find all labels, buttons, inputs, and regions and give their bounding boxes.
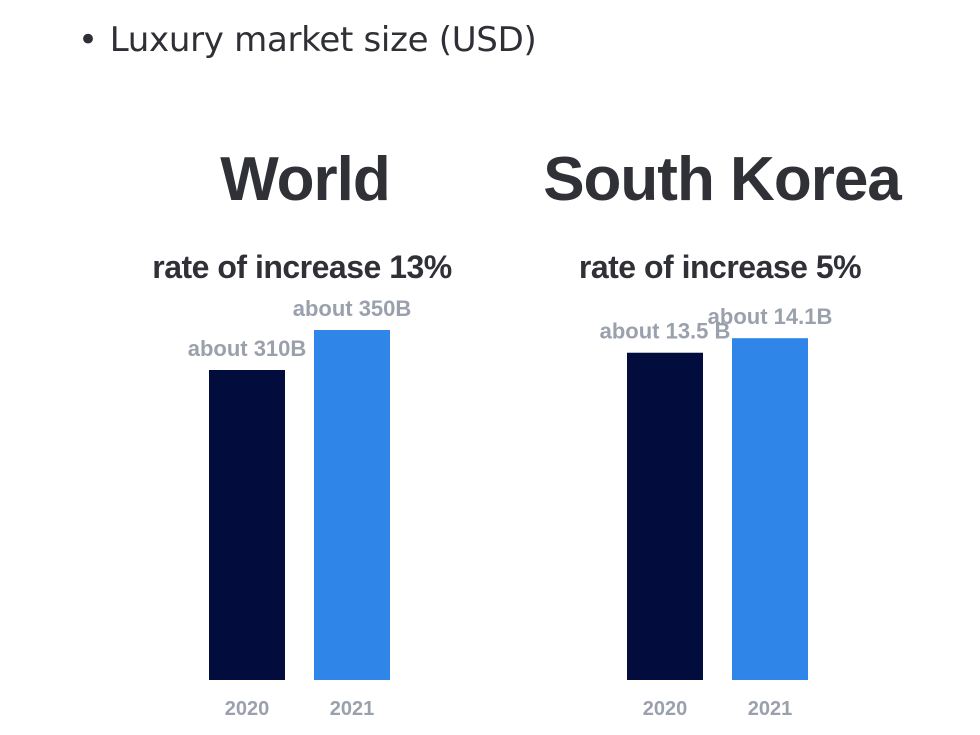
bar-2021	[314, 330, 390, 680]
chart-panel-world: World rate of increase 13% about 310B 2020 a…	[152, 145, 452, 720]
heading-text: Luxury market size (USD)	[109, 20, 537, 60]
bullet-icon: •	[78, 20, 98, 60]
chart-subtitle: rate of increase 5%	[579, 249, 861, 285]
bar-2020	[209, 370, 285, 680]
bar-2021	[732, 338, 808, 680]
bar-2020	[627, 352, 703, 680]
data-label-2021: about 14.1B	[708, 304, 833, 329]
data-label-2020: about 310B	[188, 336, 307, 361]
data-label-2021: about 350B	[293, 296, 412, 321]
x-tick-label-2020: 2020	[643, 698, 688, 720]
x-tick-label-2021: 2021	[748, 698, 793, 720]
x-tick-label-2020: 2020	[225, 698, 270, 720]
chart-panel-south-korea: South Korea rate of increase 5% about 13.5…	[543, 145, 903, 720]
x-tick-label-2021: 2021	[330, 698, 375, 720]
data-label-2020: about 13.5 B	[600, 319, 731, 344]
chart-subtitle: rate of increase 13%	[152, 249, 452, 285]
section-heading: • Luxury market size (USD)	[78, 20, 537, 60]
chart-title: World	[220, 145, 390, 214]
chart-title: South Korea	[543, 145, 902, 214]
